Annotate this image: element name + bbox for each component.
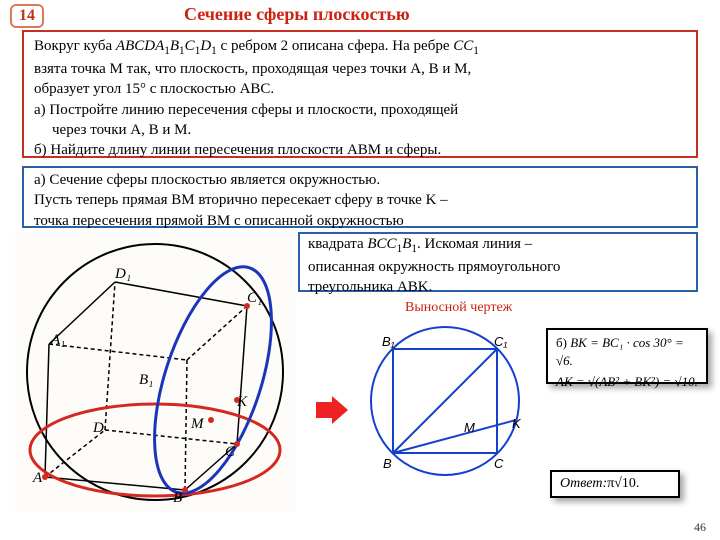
solb-l3: треугольника ABK. (308, 277, 688, 297)
problem-line3: образует угол 15° с плоскостью ABC. (34, 79, 686, 99)
svg-text:B: B (173, 490, 182, 506)
svg-text:C: C (225, 444, 236, 460)
svg-text:C₁: C₁ (494, 334, 508, 349)
problem-number-badge: 14 (10, 4, 44, 28)
badge-number: 14 (19, 7, 35, 25)
sola-l1: а) Сечение сферы плоскостью является окр… (34, 170, 686, 190)
eq-line2: AK = √(AB² + BK²) = √10. (556, 373, 698, 391)
sola-l3: точка пересечения прямой BM с описанной … (34, 211, 686, 231)
sphere-diagram: A B C D A₁ B₁ C₁ D₁ M K (15, 232, 295, 512)
eq-line1: б) BK = BC₁ · cos 30° = √6. (556, 334, 698, 369)
problem-part-a2: через точки A, B и M. (34, 120, 686, 140)
page-title: Сечение сферы плоскостью (184, 4, 410, 25)
page-number: 46 (694, 520, 706, 535)
svg-text:B₁: B₁ (139, 372, 153, 388)
svg-text:K: K (236, 394, 248, 410)
svg-text:C: C (494, 456, 504, 471)
aux-diagram: B C B₁ C₁ M K (360, 316, 530, 486)
svg-text:B₁: B₁ (382, 334, 395, 349)
sola-l2: Пусть теперь прямая BM вторично пересека… (34, 190, 686, 210)
svg-text:D: D (92, 420, 104, 436)
svg-text:M: M (464, 420, 475, 435)
solution-box-b: квадрата BCC1B1. Искомая линия – описанн… (298, 232, 698, 292)
problem-statement-box: Вокруг куба ABCDA1B1C1D1 с ребром 2 опис… (22, 30, 698, 158)
answer-value: π√10. (607, 475, 639, 494)
equations-box: б) BK = BC₁ · cos 30° = √6. AK = √(AB² +… (546, 328, 708, 384)
svg-text:D₁: D₁ (114, 266, 131, 282)
problem-part-b: б) Найдите длину линии пересечения плоск… (34, 140, 686, 160)
answer-box: Ответ: π√10. (550, 470, 680, 498)
svg-text:C₁: C₁ (247, 290, 262, 306)
svg-text:A₁: A₁ (50, 332, 65, 348)
answer-label: Ответ: (560, 475, 607, 494)
svg-text:M: M (190, 416, 205, 432)
svg-text:B: B (383, 456, 392, 471)
problem-part-a: а) Постройте линию пересечения сферы и п… (34, 100, 686, 120)
solution-box-a: а) Сечение сферы плоскостью является окр… (22, 166, 698, 228)
problem-line1: Вокруг куба ABCDA1B1C1D1 с ребром 2 опис… (34, 36, 686, 59)
svg-text:K: K (512, 416, 522, 431)
arrow-icon (316, 396, 350, 424)
svg-text:A: A (32, 470, 43, 486)
problem-line2: взята точка M так, что плоскость, проход… (34, 59, 686, 79)
solb-l2: описанная окружность прямоугольного (308, 257, 688, 277)
solb-l1: квадрата BCC1B1. Искомая линия – (308, 234, 688, 257)
callout-label: Выносной чертеж (405, 300, 512, 316)
